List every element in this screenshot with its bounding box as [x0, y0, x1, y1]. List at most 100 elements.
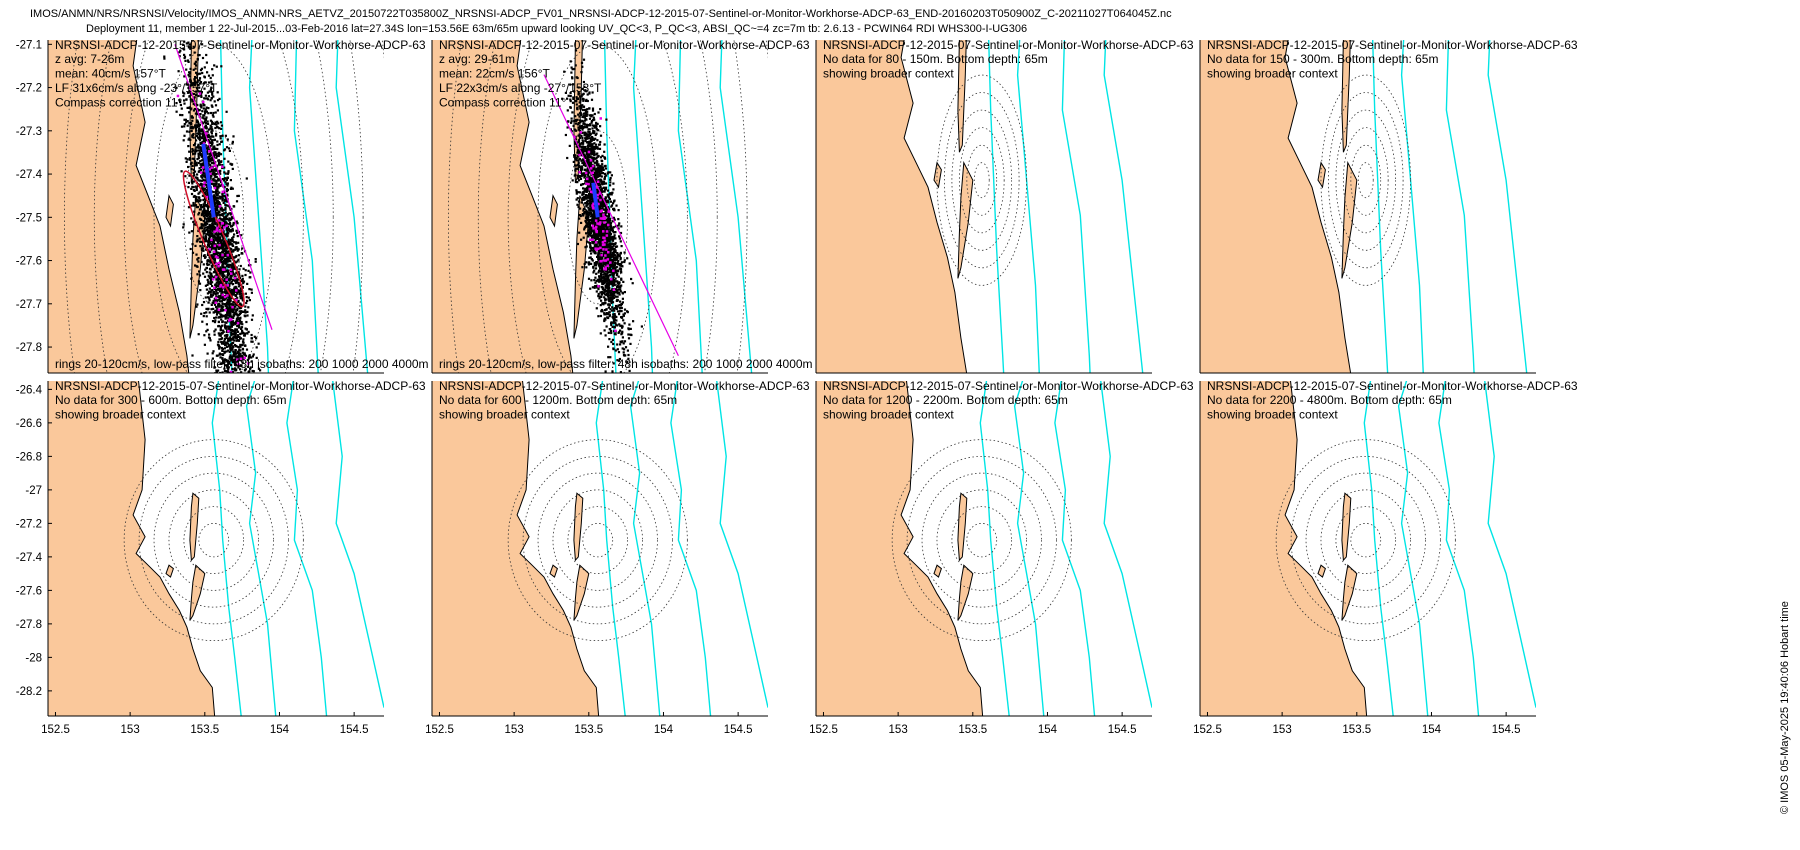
scatter-point — [201, 212, 205, 215]
scatter-point — [578, 145, 581, 148]
scatter-point — [219, 334, 222, 337]
scatter-point — [232, 272, 235, 275]
scatter-point — [588, 256, 591, 259]
scatter-point — [209, 240, 212, 243]
scatter-point — [200, 149, 204, 153]
scatter-point — [219, 295, 222, 298]
scatter-point — [198, 197, 201, 200]
scatter-point — [236, 334, 239, 337]
scatter-point — [220, 231, 223, 235]
scatter-point — [243, 334, 246, 337]
scatter-point — [221, 264, 224, 267]
scatter-point — [228, 295, 231, 299]
scatter-point — [196, 303, 199, 306]
scatter-point — [227, 362, 230, 365]
scatter-point — [184, 59, 187, 62]
scatter-point — [222, 342, 226, 345]
scatter-point — [221, 164, 224, 167]
scatter-point — [227, 366, 230, 369]
scatter-point — [213, 147, 216, 150]
scatter-point — [195, 188, 198, 192]
scatter-point — [602, 287, 605, 290]
scatter-point — [206, 193, 209, 196]
scatter-point — [196, 178, 199, 181]
scatter-point — [242, 341, 245, 344]
scatter-point — [191, 243, 194, 246]
scatter-point — [609, 227, 612, 230]
scatter-point — [582, 80, 585, 84]
scatter-point — [604, 157, 607, 160]
scatter-point — [214, 126, 217, 130]
scatter-point — [576, 174, 580, 177]
scatter-point — [202, 107, 205, 110]
panel-plot-area — [432, 40, 768, 373]
scatter-point — [190, 115, 193, 118]
scatter-point — [253, 335, 256, 338]
scatter-point — [216, 193, 219, 196]
scatter-point — [243, 310, 246, 313]
scatter-point — [611, 227, 614, 230]
scatter-point — [209, 144, 212, 147]
scatter-point — [215, 175, 218, 179]
scatter-point — [222, 329, 225, 332]
scatter-point — [191, 251, 195, 254]
scatter-point — [627, 333, 630, 336]
scatter-point — [198, 90, 201, 93]
scatter-point — [233, 360, 236, 363]
scatter-point — [236, 222, 239, 225]
scatter-point — [211, 289, 214, 292]
scatter-point — [195, 71, 198, 74]
scatter-point — [191, 148, 194, 151]
scatter-point — [626, 349, 629, 352]
scatter-point — [207, 112, 210, 115]
scatter-point — [229, 238, 232, 241]
scatter-point — [243, 375, 245, 377]
scatter-point — [200, 95, 203, 98]
scatter-point — [219, 246, 222, 249]
scatter-point — [208, 236, 211, 239]
scatter-point — [229, 325, 232, 329]
scatter-point — [221, 305, 224, 309]
scatter-point — [617, 351, 621, 354]
scatter-point — [218, 202, 221, 205]
lowpass-point — [205, 195, 209, 199]
scatter-point — [237, 345, 240, 349]
scatter-point — [209, 151, 212, 154]
scatter-point — [226, 138, 229, 141]
isobath-line-4 — [719, 40, 753, 373]
scatter-point — [607, 306, 610, 309]
scatter-point — [219, 135, 222, 138]
scatter-point — [235, 303, 238, 307]
scatter-point — [196, 177, 199, 180]
scatter-point — [198, 123, 201, 126]
scatter-point — [233, 273, 236, 276]
lowpass-point — [228, 319, 231, 322]
scatter-point — [197, 157, 200, 160]
scatter-point — [617, 286, 620, 289]
scatter-point — [233, 351, 236, 354]
scatter-point — [177, 26, 179, 28]
scatter-point — [593, 252, 596, 255]
scatter-point — [189, 54, 192, 57]
scatter-point — [235, 308, 238, 311]
scatter-point — [230, 290, 234, 294]
scatter-point — [612, 216, 615, 219]
scatter-point — [211, 195, 215, 198]
scatter-point — [221, 261, 224, 264]
scatter-point — [207, 159, 210, 162]
scatter-point — [615, 323, 618, 326]
scatter-point — [229, 187, 232, 190]
scatter-point — [212, 177, 215, 180]
scatter-point — [218, 191, 221, 194]
scatter-point — [599, 156, 603, 159]
scatter-point — [229, 336, 232, 339]
scatter-point — [599, 304, 602, 307]
scatter-point — [199, 163, 202, 166]
scatter-point — [245, 320, 248, 324]
scatter-point — [600, 308, 603, 312]
scatter-point — [203, 175, 206, 178]
scatter-point — [211, 183, 214, 186]
scatter-point — [234, 362, 237, 365]
scatter-point — [183, 40, 186, 43]
scatter-point — [192, 68, 195, 71]
